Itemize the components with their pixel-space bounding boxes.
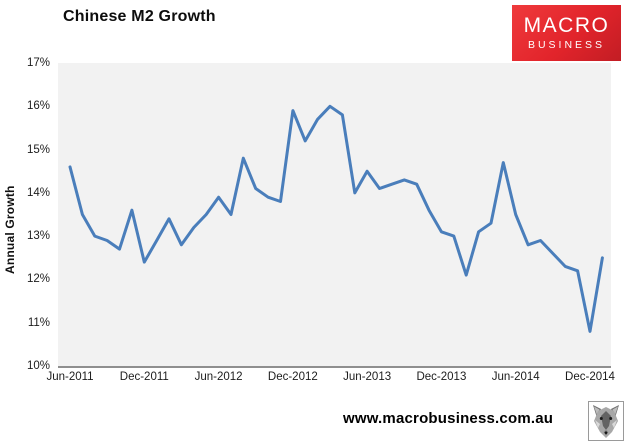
m2-growth-line-chart [68,104,604,333]
wolf-logo [588,401,624,441]
x-tick-label: Jun-2012 [194,371,243,383]
y-tick-label: 13% [26,230,50,243]
plot-area [58,63,611,368]
m2-growth-series-line [68,104,604,333]
website-url: www.macrobusiness.com.au [343,410,554,427]
x-tick-label: Jun-2014 [491,371,540,383]
x-tick-label: Dec-2013 [416,371,467,383]
y-tick-label: 17% [26,57,50,69]
x-tick-label: Dec-2011 [119,371,169,383]
x-tick-label: Dec-2012 [267,371,318,383]
chart-title: Chinese M2 Growth [63,8,216,25]
logo-text-macro: MACRO [523,14,610,37]
y-tick-label: 15% [26,143,50,156]
x-tick-label: Jun-2013 [343,371,392,383]
wolf-icon [593,405,619,438]
y-tick-label: 10% [26,360,50,372]
y-tick-label: 16% [26,100,50,113]
y-tick-label: 14% [26,186,50,199]
y-tick-label: 11% [27,316,50,329]
x-tick-label: Dec-2014 [565,371,615,383]
x-tick-label: Jun-2011 [46,371,94,383]
logo-text-business: BUSINESS [527,39,606,51]
macrobusiness-logo: MACRO BUSINESS [512,5,621,61]
y-tick-label: 12% [26,273,50,286]
